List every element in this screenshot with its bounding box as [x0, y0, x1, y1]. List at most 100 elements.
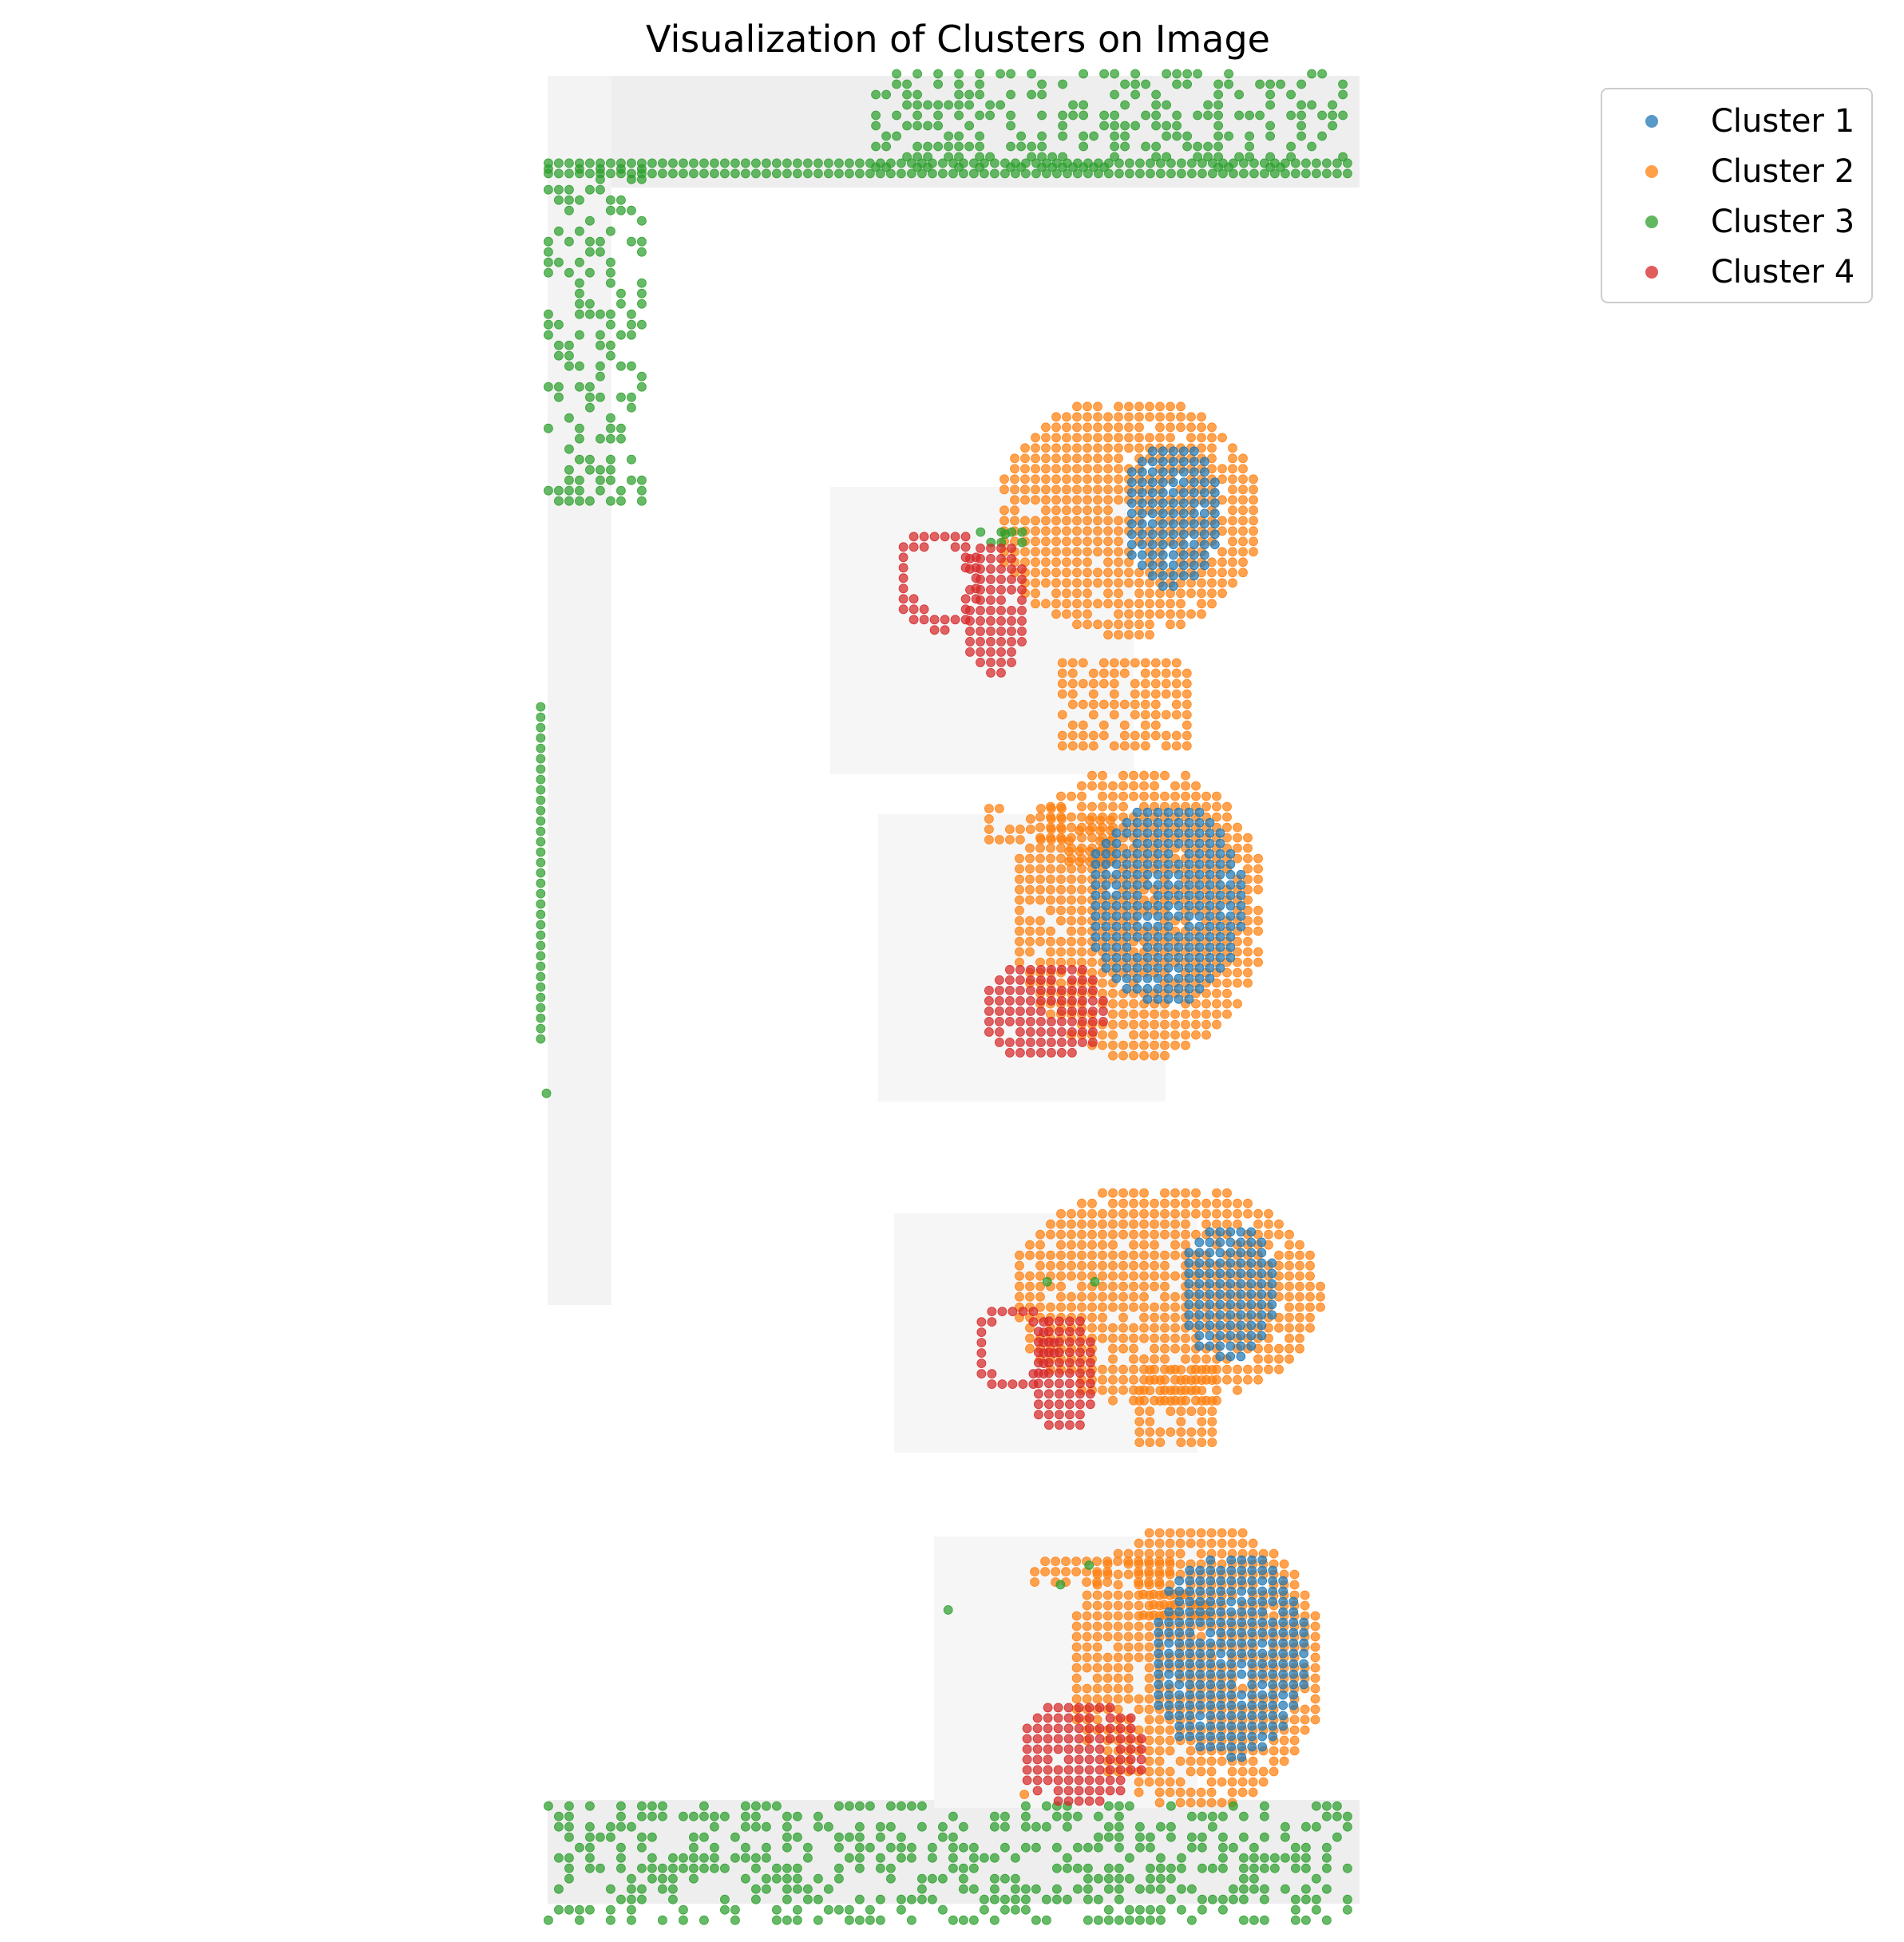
point-cluster-4-348: [1095, 1765, 1105, 1775]
point-cluster-2-1551: [1186, 1365, 1197, 1374]
point-cluster-3-474: [1162, 152, 1171, 162]
point-cluster-2-1156: [1098, 1229, 1107, 1240]
point-cluster-4-307: [1022, 1734, 1032, 1744]
point-cluster-3-149: [1281, 168, 1290, 179]
point-cluster-2-1303: [1305, 1281, 1315, 1291]
point-cluster-3-293: [912, 69, 922, 79]
point-cluster-2-1502: [1233, 1364, 1242, 1374]
point-cluster-2-982: [1233, 978, 1242, 988]
point-cluster-3-24: [793, 158, 802, 168]
point-cluster-1-93: [1158, 560, 1168, 571]
point-cluster-2-107: [1083, 464, 1092, 474]
point-cluster-4-137: [1057, 996, 1067, 1006]
point-cluster-2-794: [1056, 895, 1066, 905]
point-cluster-2-526: [984, 804, 994, 813]
point-cluster-2-1177: [1067, 1240, 1076, 1250]
point-cluster-1-456: [1164, 1586, 1174, 1596]
point-cluster-2-1506: [1274, 1364, 1284, 1374]
point-cluster-1-312: [1132, 973, 1142, 983]
point-cluster-2-2140: [1019, 1790, 1029, 1800]
point-cluster-3-827: [658, 1884, 667, 1894]
point-cluster-2-179: [1114, 495, 1123, 505]
point-cluster-2-127: [1051, 474, 1061, 485]
point-cluster-1-608: [1288, 1690, 1299, 1700]
point-cluster-3-529: [536, 982, 546, 992]
point-cluster-1-154: [1215, 848, 1225, 859]
point-cluster-1-9: [1178, 457, 1189, 467]
point-cluster-3-578: [710, 1811, 719, 1821]
point-cluster-2-122: [1000, 474, 1009, 485]
point-cluster-2-1198: [1056, 1250, 1066, 1260]
point-cluster-2-704: [1056, 853, 1066, 864]
point-cluster-2-1439: [1285, 1333, 1294, 1343]
point-cluster-3-171: [575, 195, 584, 205]
point-cluster-4-31: [929, 615, 940, 625]
point-cluster-3-785: [1260, 1863, 1269, 1873]
point-cluster-3-189: [544, 247, 553, 257]
point-cluster-4-268: [1065, 1399, 1075, 1410]
point-cluster-2-1057: [1129, 1030, 1138, 1040]
point-cluster-2-1256: [1098, 1271, 1107, 1281]
point-cluster-2-880: [1056, 936, 1066, 947]
point-cluster-1-13: [1137, 467, 1147, 477]
point-cluster-1-270: [1215, 931, 1225, 942]
point-cluster-1-458: [1185, 1586, 1195, 1596]
point-cluster-3-899: [585, 1904, 595, 1915]
point-cluster-1-234: [1142, 911, 1153, 921]
point-cluster-2-449: [1140, 668, 1150, 678]
point-cluster-2-1805: [1310, 1611, 1320, 1621]
point-cluster-4-118: [1088, 975, 1098, 985]
point-cluster-2-1093: [1087, 1198, 1097, 1208]
point-cluster-3-185: [585, 236, 595, 247]
point-cluster-2-1018: [1212, 999, 1221, 1009]
point-cluster-2-28: [1072, 422, 1082, 433]
point-cluster-4-11: [898, 552, 908, 563]
point-cluster-2-813: [1015, 905, 1024, 916]
point-cluster-4-102: [1005, 965, 1015, 975]
point-cluster-2-1123: [1212, 1208, 1221, 1219]
point-cluster-2-2128: [1196, 1787, 1206, 1798]
point-cluster-3-686: [948, 1842, 958, 1853]
point-cluster-2-258: [1228, 526, 1237, 536]
point-cluster-3-747: [585, 1863, 595, 1873]
point-cluster-3-172: [606, 195, 616, 205]
point-cluster-3-408: [1151, 121, 1161, 131]
point-cluster-2-795: [1067, 895, 1076, 905]
point-cluster-2-1302: [1295, 1281, 1304, 1291]
point-cluster-2-1873: [1310, 1642, 1320, 1652]
point-cluster-3-806: [928, 1873, 937, 1884]
point-cluster-2-1161: [1150, 1229, 1159, 1240]
point-cluster-2-1834: [1113, 1632, 1123, 1642]
point-cluster-2-126: [1041, 474, 1051, 485]
point-cluster-2-405: [1062, 609, 1071, 619]
point-cluster-4-159: [1047, 1017, 1056, 1026]
point-cluster-4-264: [1086, 1389, 1095, 1399]
point-cluster-2-532: [1026, 814, 1035, 824]
point-cluster-4-285: [1095, 1703, 1105, 1713]
point-cluster-2-793: [1046, 895, 1055, 905]
point-cluster-1-91: [1137, 560, 1147, 571]
point-cluster-1-364: [1205, 1268, 1215, 1279]
point-cluster-4-323: [1063, 1744, 1074, 1754]
point-cluster-2-722: [1243, 853, 1253, 864]
point-cluster-4-73: [965, 616, 975, 626]
point-cluster-2-42: [1041, 433, 1051, 443]
point-cluster-4-266: [1044, 1399, 1054, 1410]
point-cluster-3-6: [606, 158, 616, 168]
point-cluster-2-1051: [1212, 1019, 1221, 1030]
point-cluster-1-578: [1278, 1669, 1288, 1679]
point-cluster-2-589: [1077, 791, 1087, 801]
point-cluster-2-385: [1207, 588, 1217, 599]
point-cluster-3-566: [1312, 1801, 1321, 1811]
point-cluster-3-712: [668, 1853, 678, 1863]
point-cluster-4-293: [1105, 1713, 1115, 1723]
point-cluster-3-287: [575, 496, 584, 506]
point-cluster-3-906: [793, 1904, 802, 1915]
point-cluster-2-19: [1145, 412, 1154, 422]
point-cluster-2-501: [1150, 720, 1161, 730]
point-cluster-2-178: [1103, 495, 1113, 505]
point-cluster-2-2120: [1237, 1777, 1248, 1787]
point-cluster-2-1960: [1082, 1694, 1092, 1704]
point-cluster-1-106: [1142, 807, 1153, 817]
point-cluster-2-1602: [1061, 1556, 1071, 1566]
